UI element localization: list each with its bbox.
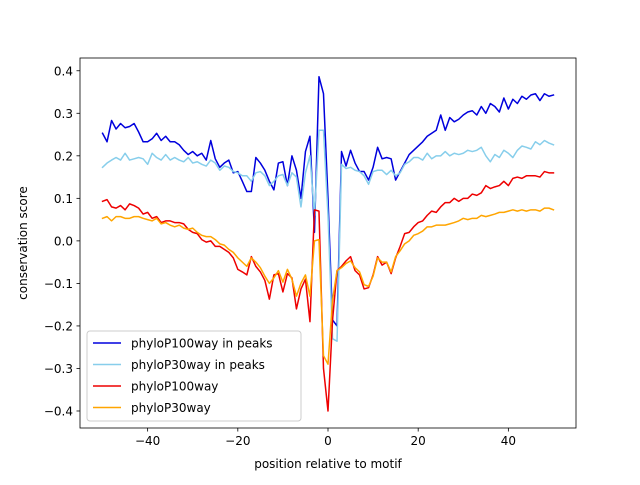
series-layer [101,75,555,412]
series-line-3 [101,170,555,412]
y-tick-label: 0.4 [54,64,73,78]
y-tick-label: −0.1 [44,277,73,291]
x-axis: −40 −20 0 20 40 [135,428,516,448]
y-tick-label: −0.2 [44,319,73,333]
series-line-4 [101,207,555,365]
y-tick-label: 0.1 [54,192,73,206]
series-line-2 [101,129,555,342]
x-axis-label: position relative to motif [254,457,402,471]
x-tick-label: 40 [501,434,516,448]
y-tick-label: 0.2 [54,149,73,163]
y-axis: −0.4 −0.3 −0.2 −0.1 0.0 0.1 0.2 0.3 0.4 [44,64,80,418]
x-tick-label: −40 [135,434,160,448]
legend-label: phyloP100way in peaks [131,337,273,351]
legend-box [86,330,302,422]
y-axis-label: conservation score [16,186,30,300]
legend-label: phyloP30way in peaks [131,358,265,372]
series-line-1 [101,75,555,327]
legend: phyloP100way in peaks phyloP30way in peak… [86,330,302,422]
y-tick-label: 0.3 [54,107,73,121]
x-tick-label: 20 [411,434,426,448]
legend-label: phyloP100way [131,380,218,394]
x-tick-label: −20 [225,434,250,448]
legend-label: phyloP30way [131,401,211,415]
y-tick-label: −0.3 [44,362,73,376]
y-tick-label: −0.4 [44,404,73,418]
x-tick-label: 0 [324,434,332,448]
y-tick-label: 0.0 [54,234,73,248]
